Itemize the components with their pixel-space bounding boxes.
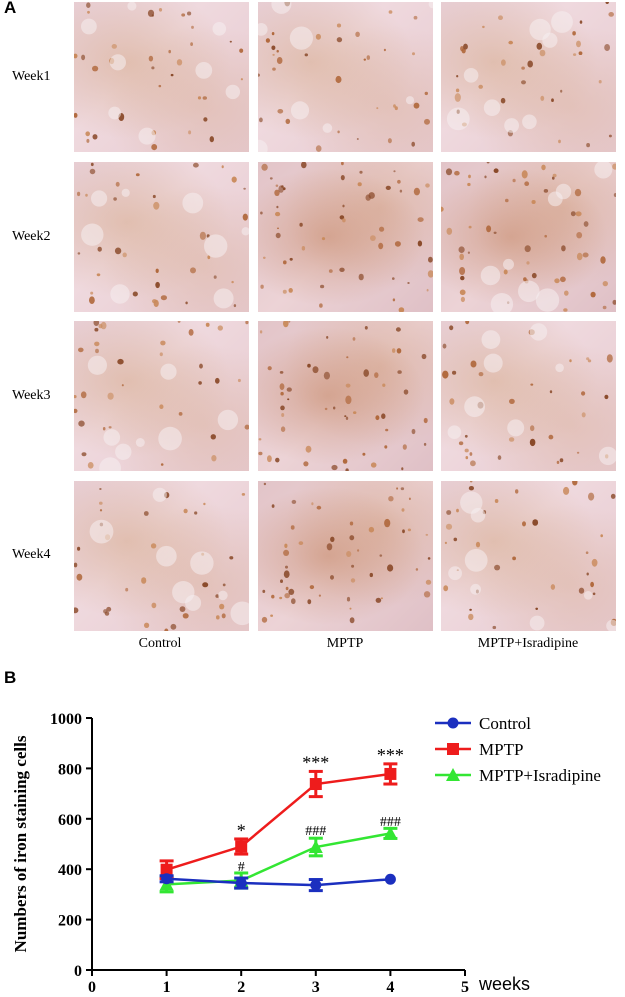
data-point-control xyxy=(384,873,396,885)
legend-marker-control xyxy=(447,717,459,729)
y-tick-label: 0 xyxy=(74,963,82,980)
x-tick-label: 3 xyxy=(312,979,320,996)
micrograph-week1-control xyxy=(74,2,249,152)
y-axis-label: Numbers of iron staining cells xyxy=(11,735,30,952)
x-tick-label: 2 xyxy=(237,979,245,996)
legend-marker-mptp-isradipine xyxy=(446,768,460,781)
column-label-mptp: MPTP xyxy=(326,636,364,651)
y-tick-label: 200 xyxy=(58,913,82,930)
micrograph-week3-control xyxy=(74,321,249,471)
y-tick-label: 600 xyxy=(58,812,82,829)
data-point-mptp xyxy=(160,863,173,876)
x-tick-label: 0 xyxy=(88,979,96,996)
data-point-mptp xyxy=(384,767,397,780)
micrograph-week2-mptp xyxy=(258,162,433,312)
micrograph-week2-control xyxy=(74,162,249,312)
significance-annotation: ### xyxy=(305,824,326,839)
significance-annotation: # xyxy=(238,860,245,875)
x-tick-label: 5 xyxy=(461,979,469,996)
significance-annotation: ### xyxy=(380,815,401,830)
panel-b-label: B xyxy=(4,668,17,687)
x-tick-label: 4 xyxy=(386,979,394,996)
legend-marker-mptp xyxy=(447,743,459,755)
legend-label-mptp: MPTP xyxy=(479,740,523,759)
micrograph-week3-mptp xyxy=(258,321,433,471)
data-point-mptp xyxy=(309,778,322,791)
micrograph-week2-mptp-isradipine xyxy=(441,162,616,312)
micrograph-week1-mptp-isradipine xyxy=(441,2,616,152)
significance-annotation: *** xyxy=(302,752,329,772)
line-chart: 0 200 400 600 800 1000 0 1 2 3 4 5 weeks Numbers of i… xyxy=(11,711,601,996)
column-label-mptp-isradipine: MPTP+Isradipine xyxy=(477,636,579,651)
significance-annotation: * xyxy=(237,820,246,840)
data-point-mptp-isradipine xyxy=(308,840,323,854)
panel-a-label: A xyxy=(4,0,17,17)
row-label-week4: Week4 xyxy=(12,547,51,562)
column-label-control: Control xyxy=(138,636,182,651)
series-line-mptp xyxy=(166,772,391,871)
series-line-mptp-isradipine xyxy=(166,832,391,886)
data-point-control xyxy=(310,879,322,891)
data-point-control xyxy=(235,877,247,889)
y-tick-label: 800 xyxy=(58,761,82,778)
x-tick-label: 1 xyxy=(163,979,171,996)
row-label-week2: Week2 xyxy=(12,229,51,244)
row-label-week3: Week3 xyxy=(12,388,51,403)
x-axis-label: weeks xyxy=(478,974,530,994)
y-tick-label: 1000 xyxy=(50,711,82,728)
row-label-week1: Week1 xyxy=(12,69,51,84)
legend-label-control: Control xyxy=(479,714,531,733)
significance-annotation: *** xyxy=(377,745,404,765)
y-tick-label: 400 xyxy=(58,862,82,879)
micrograph-week4-control xyxy=(74,481,249,631)
legend-label-mptp-isradipine: MPTP+Isradipine xyxy=(479,766,601,785)
micrograph-week1-mptp xyxy=(258,2,433,152)
micrograph-week4-mptp xyxy=(258,481,433,631)
series-line-control xyxy=(166,877,391,887)
data-point-control xyxy=(161,873,173,885)
micrograph-week3-mptp-isradipine xyxy=(441,321,616,471)
data-point-mptp-isradipine xyxy=(383,826,398,840)
micrograph-week4-mptp-isradipine xyxy=(441,481,616,631)
data-point-mptp xyxy=(235,840,248,853)
